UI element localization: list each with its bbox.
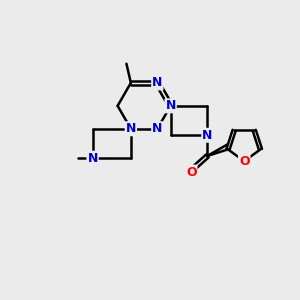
Text: N: N bbox=[202, 129, 213, 142]
Text: N: N bbox=[165, 99, 176, 112]
Text: N: N bbox=[152, 76, 163, 89]
Text: N: N bbox=[126, 122, 136, 135]
Text: O: O bbox=[239, 155, 250, 168]
Text: N: N bbox=[152, 122, 163, 135]
Text: O: O bbox=[186, 166, 196, 178]
Text: N: N bbox=[87, 152, 98, 165]
